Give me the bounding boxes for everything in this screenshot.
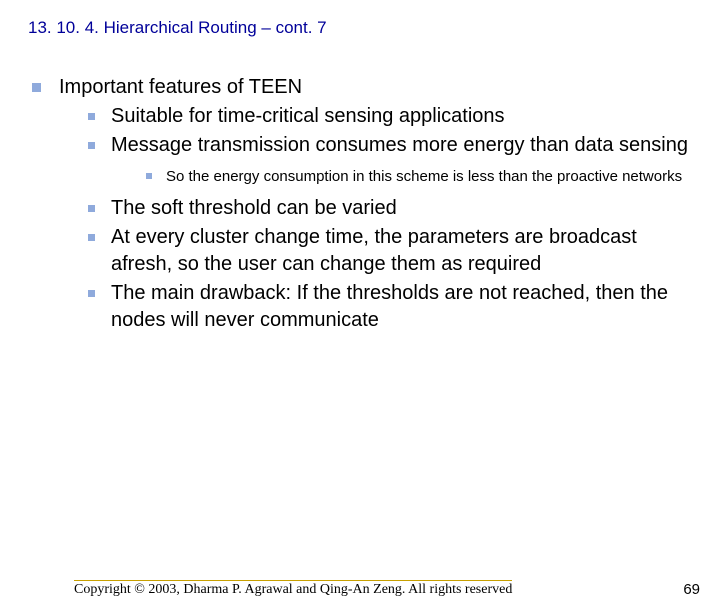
square-bullet-icon — [88, 290, 95, 297]
bullet-lvl2: The main drawback: If the thresholds are… — [88, 280, 692, 334]
footer: Copyright © 2003, Dharma P. Agrawal and … — [0, 580, 720, 598]
square-bullet-icon — [32, 83, 41, 92]
square-bullet-icon — [88, 142, 95, 149]
bullet-lvl2: At every cluster change time, the parame… — [88, 224, 692, 278]
square-bullet-icon — [88, 113, 95, 120]
lvl3-text: So the energy consumption in this scheme… — [166, 167, 682, 187]
lvl2-text: The main drawback: If the thresholds are… — [111, 280, 692, 334]
lvl2-text: At every cluster change time, the parame… — [111, 224, 692, 278]
bullet-lvl1: Important features of TEEN — [32, 74, 692, 101]
lvl1-text: Important features of TEEN — [59, 74, 302, 101]
bullet-lvl2: The soft threshold can be varied — [88, 195, 692, 222]
copyright-text: Copyright © 2003, Dharma P. Agrawal and … — [74, 580, 512, 598]
slide: 13. 10. 4. Hierarchical Routing – cont. … — [0, 0, 720, 612]
lvl2-text: Suitable for time-critical sensing appli… — [111, 103, 505, 130]
slide-title: 13. 10. 4. Hierarchical Routing – cont. … — [28, 18, 692, 38]
square-bullet-icon — [88, 234, 95, 241]
lvl2-text: Message transmission consumes more energ… — [111, 132, 688, 159]
square-bullet-icon — [88, 205, 95, 212]
bullet-lvl2: Message transmission consumes more energ… — [88, 132, 692, 159]
lvl2-text: The soft threshold can be varied — [111, 195, 397, 222]
bullet-lvl2: Suitable for time-critical sensing appli… — [88, 103, 692, 130]
page-number: 69 — [683, 581, 700, 598]
bullet-lvl3: So the energy consumption in this scheme… — [146, 167, 692, 187]
square-bullet-icon — [146, 173, 152, 179]
